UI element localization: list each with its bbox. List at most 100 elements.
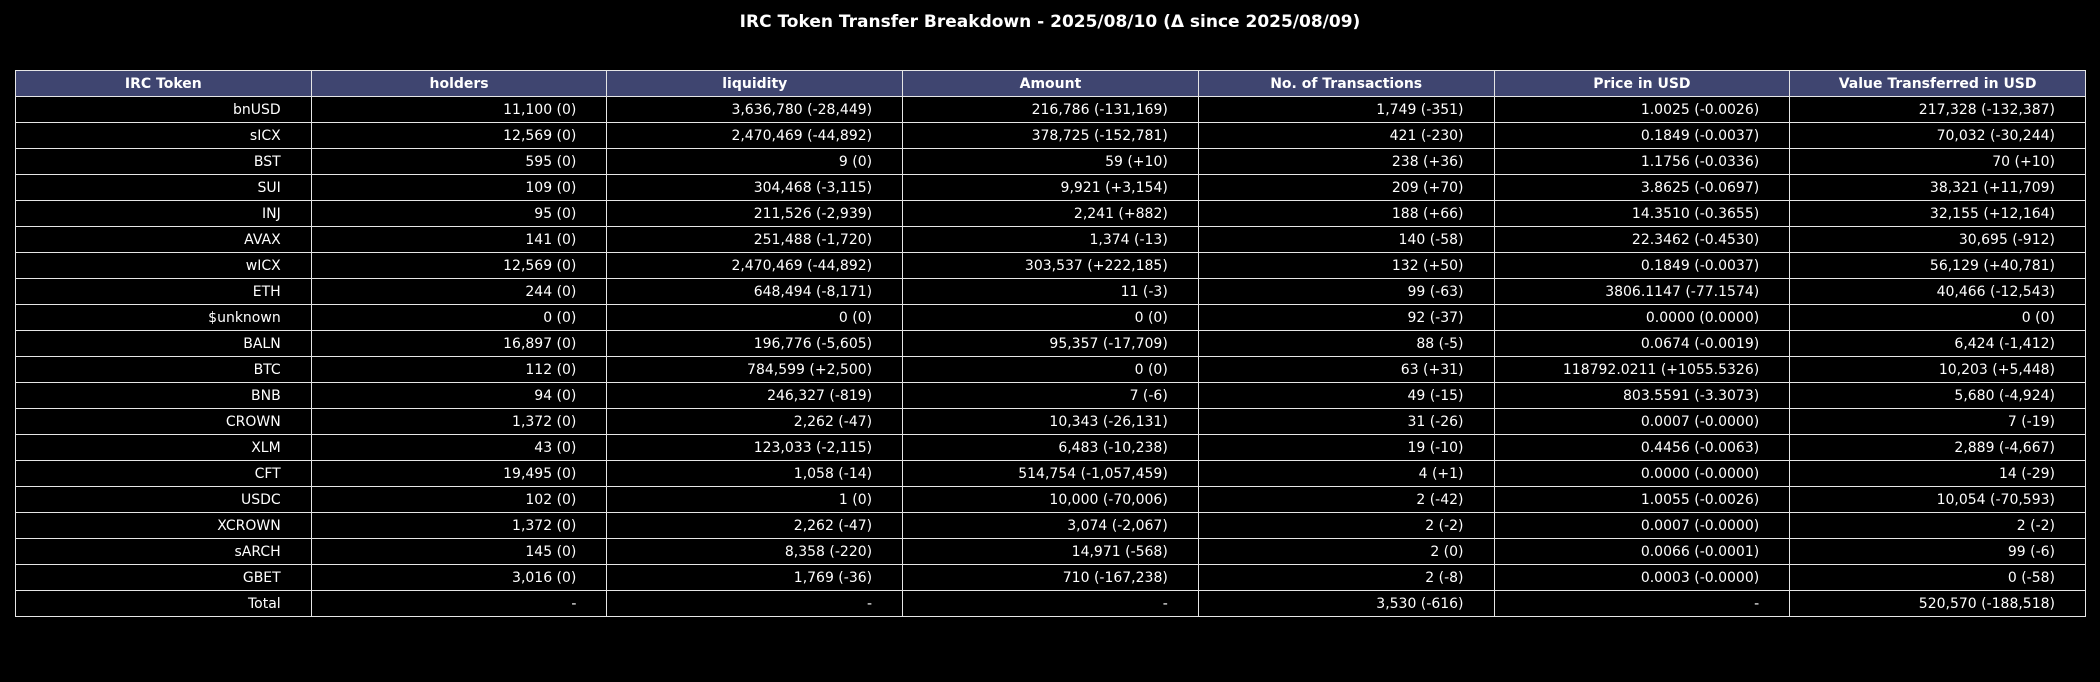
column-header: Value Transferred in USD [1789,70,2086,97]
table-cell: BNB [15,382,312,409]
table-cell: 246,327 (-819) [606,382,904,409]
table-cell: 421 (-230) [1197,122,1495,149]
table-cell: 514,754 (-1,057,459) [902,460,1199,487]
table-cell: 40,466 (-12,543) [1789,278,2086,305]
chart-title: IRC Token Transfer Breakdown - 2025/08/1… [739,12,1361,32]
table-cell: 1,749 (-351) [1197,96,1495,123]
table-cell: 0.1849 (-0.0037) [1493,252,1791,279]
table-cell: 12,569 (0) [310,122,608,149]
table-cell: SUI [15,174,312,201]
table-row: BALN 16,897 (0) 196,776 (-5,605) 95,357 (-1… [15,330,2086,357]
table-cell: 0 (0) [1789,304,2086,331]
table-cell: 11,100 (0) [310,96,608,123]
table-cell: 70,032 (-30,244) [1789,122,2086,149]
table-cell: 92 (-37) [1197,304,1495,331]
table-row: bnUSD 11,100 (0) 3,636,780 (-28,449) 216,78… [15,96,2086,123]
table-cell: 0 (-58) [1789,564,2086,591]
table-row: USDC 102 (0) 1 (0) 10,000 (-70,006) 2 (-42) 1… [15,486,2086,513]
table-cell: - [310,590,608,617]
table-cell: 5,680 (-4,924) [1789,382,2086,409]
table-row: BST 595 (0) 9 (0) 59 (+10) 238 (+36) 1.1756 (… [15,148,2086,175]
table-cell: 3806.1147 (-77.1574) [1493,278,1791,305]
table-cell: 112 (0) [310,356,608,383]
table-cell: 595 (0) [310,148,608,175]
table-cell: 196,776 (-5,605) [606,330,904,357]
table-cell: INJ [15,200,312,227]
table-cell: 43 (0) [310,434,608,461]
table-cell: 56,129 (+40,781) [1789,252,2086,279]
table-body: bnUSD 11,100 (0) 3,636,780 (-28,449) 216,78… [15,96,2086,617]
table-row: sICX 12,569 (0) 2,470,469 (-44,892) 378,725… [15,122,2086,149]
table-cell: USDC [15,486,312,513]
table-cell: 0.0000 (-0.0000) [1493,460,1791,487]
table-cell: 251,488 (-1,720) [606,226,904,253]
table-cell: 70 (+10) [1789,148,2086,175]
table-cell: 4 (+1) [1197,460,1495,487]
table-cell: wICX [15,252,312,279]
table-cell: 378,725 (-152,781) [902,122,1199,149]
token-transfer-table: IRC Token holders liquidity Amount No. of Tr… [15,70,2086,617]
column-header: holders [310,70,608,97]
table-cell: 8,358 (-220) [606,538,904,565]
table-cell: 30,695 (-912) [1789,226,2086,253]
table-cell: 140 (-58) [1197,226,1495,253]
table-cell: 304,468 (-3,115) [606,174,904,201]
column-header: liquidity [606,70,904,97]
table-cell: 0.0003 (-0.0000) [1493,564,1791,591]
table-cell: 102 (0) [310,486,608,513]
table-cell: 784,599 (+2,500) [606,356,904,383]
table-cell: 10,343 (-26,131) [902,408,1199,435]
table-cell: 1 (0) [606,486,904,513]
table-cell: 2 (-42) [1197,486,1495,513]
table-cell: 0 (0) [902,356,1199,383]
table-cell: 2,889 (-4,667) [1789,434,2086,461]
table-cell: 145 (0) [310,538,608,565]
table-cell: 19,495 (0) [310,460,608,487]
table-cell: 2 (-2) [1197,512,1495,539]
table-row: CFT 19,495 (0) 1,058 (-14) 514,754 (-1,057,… [15,460,2086,487]
table-cell: 3,530 (-616) [1197,590,1495,617]
table-cell: ETH [15,278,312,305]
table-cell: bnUSD [15,96,312,123]
table-cell: 1,058 (-14) [606,460,904,487]
table-row: XLM 43 (0) 123,033 (-2,115) 6,483 (-10,238)… [15,434,2086,461]
table-cell: 1.1756 (-0.0336) [1493,148,1791,175]
table-cell: 0.0000 (0.0000) [1493,304,1791,331]
table-cell: 14.3510 (-0.3655) [1493,200,1791,227]
table-cell: 123,033 (-2,115) [606,434,904,461]
table-cell: BALN [15,330,312,357]
table-cell: 14 (-29) [1789,460,2086,487]
table-row: GBET 3,016 (0) 1,769 (-36) 710 (-167,238) 2 … [15,564,2086,591]
table-cell: 16,897 (0) [310,330,608,357]
table-cell: 7 (-6) [902,382,1199,409]
table-cell: 0.0674 (-0.0019) [1493,330,1791,357]
table-cell: 0.0007 (-0.0000) [1493,512,1791,539]
table-cell: 303,537 (+222,185) [902,252,1199,279]
table-cell: CROWN [15,408,312,435]
table-cell: 12,569 (0) [310,252,608,279]
column-header: Price in USD [1493,70,1791,97]
table-row: CROWN 1,372 (0) 2,262 (-47) 10,343 (-26,131… [15,408,2086,435]
table-cell: Total [15,590,312,617]
table-row: SUI 109 (0) 304,468 (-3,115) 9,921 (+3,154)… [15,174,2086,201]
table-cell: 2,241 (+882) [902,200,1199,227]
table-cell: 238 (+36) [1197,148,1495,175]
table-cell: 209 (+70) [1197,174,1495,201]
table-cell: 0 (0) [606,304,904,331]
table-cell: 6,424 (-1,412) [1789,330,2086,357]
table-cell: 2 (0) [1197,538,1495,565]
table-cell: 2,470,469 (-44,892) [606,122,904,149]
table-row: wICX 12,569 (0) 2,470,469 (-44,892) 303,537… [15,252,2086,279]
table-cell: 1,372 (0) [310,512,608,539]
table-cell: 3,636,780 (-28,449) [606,96,904,123]
table-cell: 118792.0211 (+1055.5326) [1493,356,1791,383]
table-cell: 95 (0) [310,200,608,227]
table-cell: 1.0025 (-0.0026) [1493,96,1791,123]
table-cell: 10,000 (-70,006) [902,486,1199,513]
table-cell: 94 (0) [310,382,608,409]
table-cell: - [902,590,1199,617]
table-cell: 141 (0) [310,226,608,253]
table-cell: 1,372 (0) [310,408,608,435]
table-cell: 19 (-10) [1197,434,1495,461]
table-cell: 10,203 (+5,448) [1789,356,2086,383]
